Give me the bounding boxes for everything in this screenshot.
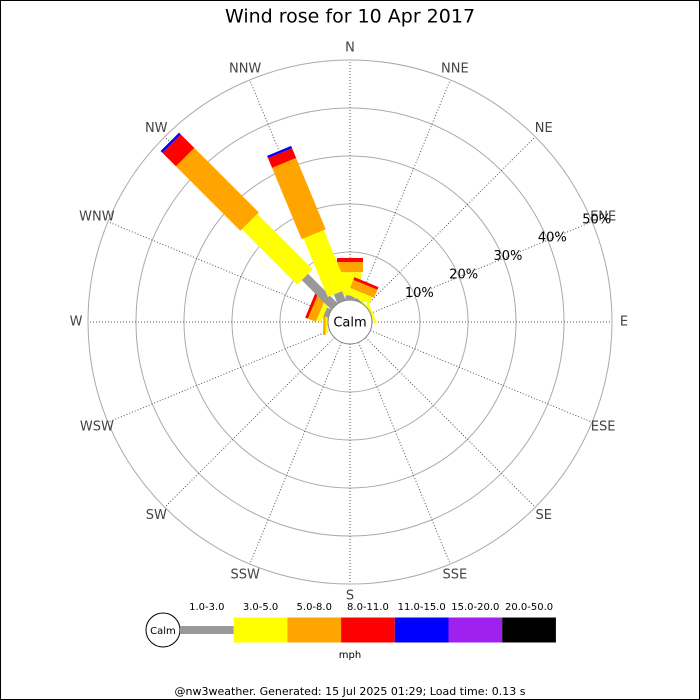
direction-label: ESE — [591, 419, 616, 434]
bar-segment — [366, 302, 377, 324]
direction-label: NW — [145, 121, 168, 136]
direction-label: SE — [536, 508, 552, 523]
ring-label: 30% — [494, 249, 523, 264]
spoke — [365, 136, 536, 307]
bar-segment — [349, 288, 373, 304]
legend-swatch — [180, 626, 234, 634]
direction-label: S — [346, 589, 354, 604]
direction-label: NNW — [229, 61, 261, 76]
bar-segment — [337, 262, 363, 273]
bar-segment — [175, 147, 259, 231]
spoke — [370, 329, 593, 423]
chart-title: Wind rose for 10 Apr 2017 — [225, 6, 475, 28]
ring-label: 20% — [449, 267, 478, 282]
bar-segment — [333, 291, 346, 304]
legend-label: 15.0-20.0 — [451, 602, 499, 613]
legend-swatch — [341, 617, 395, 643]
legend-label: 5.0-8.0 — [297, 602, 332, 613]
bar-segment — [268, 148, 297, 168]
direction-label: ENE — [590, 210, 616, 225]
legend-swatch — [448, 617, 503, 643]
legend-swatch — [287, 617, 342, 643]
calm-circle — [327, 299, 373, 345]
spoke — [164, 337, 335, 508]
unit-label: mph — [339, 650, 361, 661]
legend-label: 11.0-15.0 — [398, 602, 446, 613]
bar-segment — [353, 277, 379, 290]
bar-segment — [323, 307, 332, 318]
legend-label: 3.0-5.0 — [243, 602, 278, 613]
legend-label: 20.0-50.0 — [505, 602, 553, 613]
bar-segment — [272, 157, 326, 240]
direction-label: E — [620, 315, 628, 330]
ring-label: 10% — [405, 286, 434, 301]
direction-label: SW — [146, 508, 167, 523]
spoke — [370, 221, 593, 315]
bar-segment — [345, 295, 355, 300]
legend-swatch — [394, 617, 449, 643]
grid-ring — [87, 59, 613, 585]
footer: @nw3weather. Generated: 15 Jul 2025 01:2… — [175, 685, 526, 698]
spoke — [365, 337, 536, 508]
legend-swatch — [502, 617, 556, 643]
spoke — [249, 342, 343, 565]
direction-label: SSE — [442, 568, 467, 583]
bar-segment — [241, 213, 313, 285]
direction-label: W — [70, 315, 83, 330]
bar-segment — [305, 293, 318, 319]
direction-label: WSW — [80, 419, 114, 434]
spoke — [107, 329, 330, 423]
legend-swatch — [233, 617, 288, 643]
bar-segment — [316, 299, 330, 322]
bar-segment — [160, 132, 181, 153]
direction-label: WNW — [79, 210, 115, 225]
legend-label: 8.0-11.0 — [347, 602, 389, 613]
spoke — [357, 342, 451, 565]
spoke — [107, 221, 330, 315]
direction-label: N — [345, 41, 355, 56]
bar-segment — [337, 258, 363, 263]
bar-segment — [267, 145, 293, 159]
bar-segment — [301, 273, 338, 310]
ring-label: 40% — [538, 231, 567, 246]
ring-label: 50% — [582, 212, 611, 227]
bar-segment — [162, 134, 195, 167]
direction-label: NNE — [441, 61, 469, 76]
bar-segment — [303, 230, 349, 298]
spoke — [357, 79, 451, 302]
calm-label: Calm — [333, 316, 366, 331]
direction-label: NE — [535, 121, 553, 136]
bar-segment — [350, 279, 378, 298]
bar-segment — [307, 294, 326, 322]
legend-calm-label: Calm — [150, 626, 176, 637]
legend-label: 1.0-3.0 — [189, 602, 224, 613]
direction-label: SSW — [230, 568, 260, 583]
